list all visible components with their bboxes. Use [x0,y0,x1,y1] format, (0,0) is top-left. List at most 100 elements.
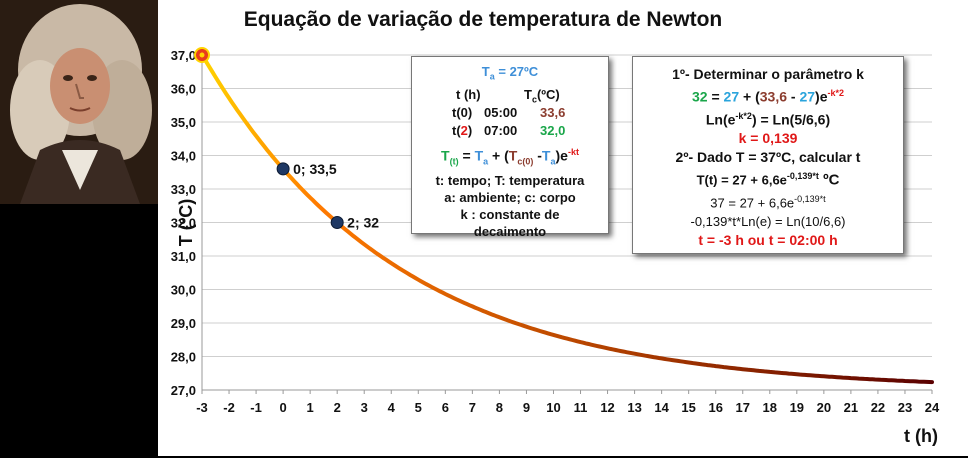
x-tick-label: -3 [196,400,208,415]
y-tick-label: 36,0 [171,82,196,97]
x-tick-label: 1 [307,400,314,415]
row1-idx: 0 [460,104,468,120]
y-tick-label: 31,0 [171,249,196,264]
step1-eq1: 32 = 27 + (33,6 - 27)e-k*2 [633,84,903,107]
e2-b: ) = Ln(5/6,6) [751,111,831,128]
eq-Tsub: (t) [449,156,459,167]
step2-eq3: -0,139*t*Ln(e) = Ln(10/6,6) [690,213,846,229]
e1-exp: -k*2 [827,88,844,98]
row1-close: ) [467,104,473,120]
x-tick-label: 19 [790,400,804,415]
x-tick-label: 13 [627,400,641,415]
eq-plus: + ( [488,147,509,164]
step1-heading: 1º- Determinar o parâmetro k [672,66,864,82]
x-tick-label: 23 [898,400,912,415]
col-time-header: t (h) [456,86,481,102]
y-tick-label: 27,0 [171,383,196,398]
x-tick-label: 3 [361,400,368,415]
y-tick-label: 30,0 [171,283,196,298]
x-tick-label: 17 [736,400,750,415]
row2-time: 07:00 [484,122,518,138]
row2-idx: 2 [460,122,468,138]
step2-heading: 2º- Dado T = 37ºC, calcular t [675,149,861,166]
y-tick-label: 34,0 [171,149,196,164]
x-tick-label: 12 [600,400,614,415]
e2-a: Ln(e [705,111,736,128]
ta-symbol: T [481,64,490,79]
e4-b: ºC [818,171,840,189]
data-point [276,162,290,176]
e5-exp: -0,139*t [794,193,826,204]
e4-a: T(t) = 27 + 6,6e [696,172,787,188]
legend-line-2: a: ambiente; c: corpo [444,190,576,206]
x-tick-label: 8 [496,400,503,415]
e2-exp: -k*2 [735,110,752,121]
legend-box: Ta = 27ºC t (h) Tc(ºC) t(0) 05:00 33,6 t… [411,56,609,239]
eq-Ta2: T [541,147,551,164]
eq-Ta: T [474,147,484,164]
row1-t: t( [452,104,461,120]
e1-f: - [787,88,800,105]
x-tick-label: 21 [844,400,858,415]
x-tick-label: 0 [279,400,286,415]
y-tick-label: 37,0 [171,48,196,63]
ambient-temp-line: Ta = 27ºC [412,63,608,86]
legend-line-3: k : constante de [460,207,560,223]
data-label: 0; 33,5 [293,161,337,177]
eq-minus: - [533,147,542,164]
x-tick-label: 7 [469,400,476,415]
x-tick-label: 6 [442,400,449,415]
x-tick-label: 11 [574,400,588,415]
x-tick-label: 10 [546,400,560,415]
y-tick-label: 32,0 [171,216,196,231]
t-result: t = -3 h ou t = 02:00 h [698,231,838,248]
x-tick-label: 14 [654,400,669,415]
row2-temp: 32,0 [540,122,566,138]
row1-label: t(0) [452,104,472,121]
x-tick-label: 20 [817,400,831,415]
row2-close: ) [467,122,473,138]
col-temp-header: Tc(ºC) [524,86,560,109]
legend-line-1: t: tempo; T: temperatura [435,173,585,189]
x-tick-label: 2 [334,400,341,415]
table-header: t (h) Tc(ºC) [412,86,608,105]
x-tick-label: 16 [708,400,722,415]
x-axis-label: t (h) [904,426,938,446]
x-tick-label: 15 [681,400,695,415]
tc-sub: c [531,94,537,105]
step2-eq1: T(t) = 27 + 6,6e-0,139*t ºC [633,167,903,189]
chart-title: Equação de variação de temperatura de Ne… [243,8,723,31]
data-label: 2; 32 [347,215,379,231]
x-tick-label: 4 [388,400,396,415]
row1-temp: 33,6 [540,104,566,120]
start-point-core [199,52,205,58]
y-tick-label: 28,0 [171,350,196,365]
e1-a: 32 [692,88,708,105]
x-tick-label: -2 [223,400,235,415]
table-row: t(0) 05:00 33,6 [412,104,608,122]
eq-close: )e [555,147,568,164]
cooling-curve-line [200,52,934,385]
y-axis-label: T (ºC) [176,199,196,247]
y-tick-label: 29,0 [171,316,196,331]
eq-equals: = [458,147,475,164]
x-tick-label: 18 [763,400,777,415]
tc-unit: (ºC) [536,86,560,102]
step1-eq2: Ln(e-k*2) = Ln(5/6,6) [633,107,903,130]
y-tick-label: 33,0 [171,182,196,197]
eq-Tcsub: c(0) [517,156,534,167]
newton-equation: T(t) = Ta + (Tc(0) -Ta)e-kt [412,144,608,170]
eq-T: T [441,147,450,164]
x-tick-label: 24 [925,400,940,415]
e1-d: + ( [739,88,760,105]
e1-e: 33,6 [759,88,787,105]
ta-sub: a [489,71,495,82]
e4-exp: -0,139*t [786,171,819,182]
eq-Tasub: a [483,156,489,167]
data-point [330,216,344,229]
newton-portrait-icon [0,0,158,204]
tc-symbol: T [524,86,532,102]
e1-b: = [707,88,724,105]
legend-line-4: decaimento [473,224,547,240]
e1-g: 27 [799,88,816,105]
